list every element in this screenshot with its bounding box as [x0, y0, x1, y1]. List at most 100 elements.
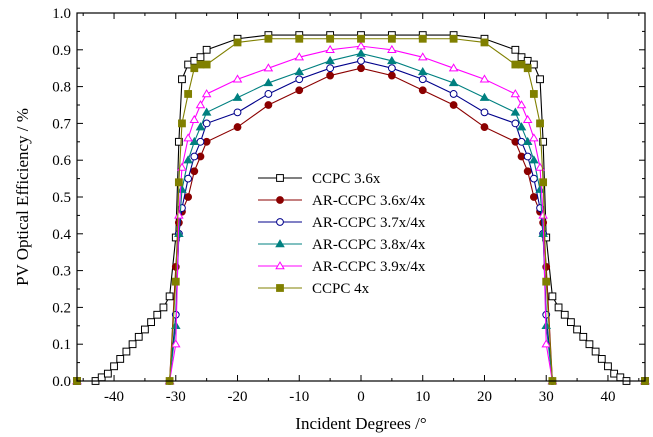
data-point: [357, 56, 365, 65]
data-point: [510, 89, 521, 98]
x-tick-label: 0: [357, 389, 365, 405]
data-point: [560, 310, 569, 319]
y-axis-title: PV Optical Efficiency / %: [13, 108, 32, 286]
data-point: [449, 90, 458, 98]
data-point: [357, 34, 365, 43]
data-point: [418, 34, 427, 43]
data-point: [116, 355, 125, 363]
data-point: [264, 34, 273, 43]
data-point: [585, 340, 594, 349]
data-point: [516, 122, 527, 131]
data-point: [418, 86, 427, 95]
legend-label: AR-CCPC 3.6x/4x: [312, 193, 426, 209]
ticks-layer: -40 -30 -20 -10 0 10 20 30 40 0.0 0.1 0.2 0.3 0.4 0.5 0…: [52, 6, 645, 405]
series-line: [77, 45, 645, 382]
legend-item: AR-CCPC 3.6x/4x: [258, 193, 426, 209]
data-point: [264, 90, 273, 98]
data-point: [195, 122, 206, 131]
data-point: [295, 75, 304, 84]
y-tick-label: 0.8: [52, 80, 71, 96]
data-point: [275, 239, 285, 248]
data-point: [276, 174, 284, 182]
data-point: [480, 108, 489, 117]
data-point: [178, 75, 186, 84]
data-point: [295, 34, 304, 43]
y-tick-label: 1.0: [52, 6, 71, 22]
data-point: [448, 63, 459, 72]
data-point: [536, 75, 544, 84]
y-tick-label: 0.4: [52, 227, 71, 243]
data-point: [536, 119, 544, 128]
data-point: [202, 119, 211, 128]
data-point: [387, 55, 397, 65]
data-point: [171, 277, 180, 286]
data-point: [529, 133, 539, 142]
series-6: [73, 34, 649, 385]
data-point: [548, 292, 557, 301]
data-point: [178, 119, 186, 128]
data-point: [159, 303, 168, 312]
data-point: [134, 332, 143, 341]
data-point: [110, 362, 118, 371]
data-point: [326, 34, 335, 43]
data-point: [122, 347, 131, 356]
legend-label: AR-CCPC 3.7x/4x: [312, 215, 426, 231]
y-tick-label: 0.0: [52, 374, 71, 390]
data-point: [232, 92, 243, 101]
y-tick-label: 0.9: [52, 43, 71, 59]
data-point: [573, 325, 581, 334]
data-point: [170, 339, 181, 348]
data-point: [189, 114, 200, 123]
data-point: [174, 210, 184, 219]
data-point: [479, 74, 490, 83]
data-point: [387, 34, 396, 43]
legend-item: AR-CCPC 3.9x/4x: [258, 259, 426, 275]
x-tick-label: 10: [415, 389, 430, 405]
data-point: [233, 108, 242, 117]
x-tick-label: -40: [104, 389, 124, 405]
series-5: [72, 41, 650, 385]
y-tick-label: 0.6: [52, 153, 71, 169]
data-point: [326, 71, 335, 80]
legend: CCPC 3.6x AR-CCPC 3.6x/4x AR-CCPC 3.7x/4x A…: [258, 171, 426, 297]
data-point: [510, 107, 521, 116]
data-point: [523, 152, 532, 161]
y-tick-label: 0.3: [52, 264, 71, 280]
data-point: [165, 292, 174, 301]
x-tick-label: -20: [228, 389, 248, 405]
data-point: [196, 53, 205, 62]
data-point: [417, 52, 428, 61]
y-tick-label: 0.1: [52, 337, 71, 353]
data-point: [275, 261, 285, 270]
legend-label: CCPC 4x: [312, 281, 370, 297]
legend-item: AR-CCPC 3.8x/4x: [258, 237, 426, 253]
y-tick-label: 0.2: [52, 300, 71, 316]
data-point: [184, 90, 193, 98]
series-line: [77, 38, 645, 382]
data-point: [387, 64, 396, 73]
data-point: [529, 90, 538, 98]
data-point: [356, 48, 366, 57]
legend-label: CCPC 3.6x: [312, 171, 381, 187]
data-point: [591, 347, 600, 356]
data-point: [523, 167, 532, 176]
x-tick-label: 30: [539, 389, 554, 405]
data-point: [232, 74, 243, 83]
data-point: [539, 137, 548, 146]
data-point: [529, 193, 538, 201]
data-point: [184, 174, 193, 183]
data-point: [387, 44, 397, 54]
data-point: [190, 152, 199, 161]
data-point: [195, 100, 206, 109]
data-point: [567, 318, 575, 327]
data-point: [233, 38, 242, 47]
data-point: [538, 210, 548, 219]
legend-item: CCPC 4x: [258, 281, 370, 297]
data-point: [522, 114, 533, 123]
data-point: [264, 101, 273, 109]
data-point: [448, 78, 459, 87]
data-point: [263, 78, 274, 87]
data-point: [356, 41, 366, 50]
data-point: [263, 63, 274, 72]
